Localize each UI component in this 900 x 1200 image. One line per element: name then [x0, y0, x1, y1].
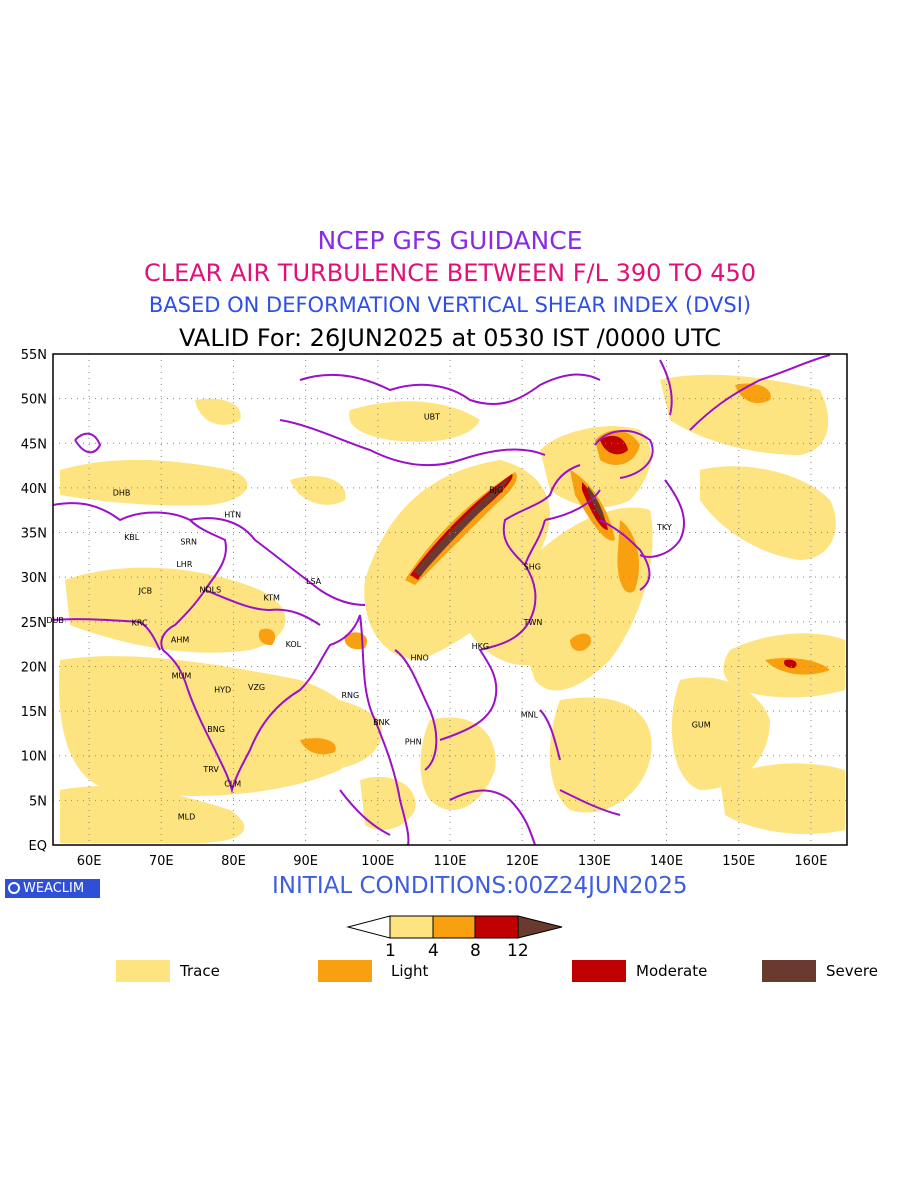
longitude-labels: 60E 70E 80E 90E 100E 110E 120E 130E 140E 150E 160E — [77, 854, 828, 869]
city-label-mnl: MNL — [521, 711, 539, 720]
lon-tick-label: 160E — [794, 854, 827, 869]
lat-tick-label: 30N — [21, 571, 47, 586]
turbulence-field — [59, 374, 845, 843]
city-label-ahm: AHM — [171, 636, 189, 645]
colorbar-lower-arrow — [346, 915, 391, 939]
city-label-hkg: HKG — [472, 642, 489, 651]
colorbar-tick-12: 12 — [507, 941, 529, 961]
city-label-ktm: KTM — [263, 594, 280, 603]
colorbar-tick-1: 1 — [385, 941, 396, 961]
legend-label-trace: Trace — [180, 962, 220, 980]
lat-tick-label: EQ — [29, 839, 47, 854]
lon-tick-label: 60E — [77, 854, 102, 869]
city-label-tky: TKY — [656, 523, 672, 532]
city-label-lsa: LSA — [306, 577, 322, 586]
colorbar-tick-4: 4 — [428, 941, 439, 961]
latitude-labels: 55N 50N 45N 40N 35N 30N 25N 20N 15N 10N 5N EQ — [21, 348, 47, 854]
lon-tick-label: 80E — [221, 854, 246, 869]
legend-label-light: Light — [391, 962, 429, 980]
colorbar-upper-arrow — [517, 915, 563, 939]
city-label-ubt: UBT — [424, 412, 440, 421]
legend-swatch-moderate — [572, 960, 626, 982]
city-label-phn: PHN — [405, 737, 422, 746]
city-label-lhr: LHR — [176, 560, 192, 569]
city-label-bnk: BNK — [373, 718, 390, 727]
lon-tick-label: 130E — [578, 854, 611, 869]
city-labels: UBT BJG DHB HTN KBL SRN TKY LHR SHG LSA JCB NDLS KTM… — [46, 412, 710, 821]
trace-regions — [59, 374, 845, 843]
city-label-gum: GUM — [692, 720, 711, 729]
city-label-vzg: VZG — [248, 683, 265, 692]
severe-regions — [414, 478, 605, 576]
lat-lon-grid — [53, 354, 847, 845]
initial-conditions: INITIAL CONDITIONS:00Z24JUN2025 — [272, 873, 688, 899]
colorbar-segment-light — [432, 915, 476, 939]
city-label-twn: TWN — [523, 618, 543, 627]
lon-tick-label: 140E — [650, 854, 683, 869]
city-label-mld: MLD — [178, 812, 196, 821]
lat-tick-label: 55N — [21, 348, 47, 363]
city-label-rng: RNG — [342, 691, 360, 700]
title-guidance: NCEP GFS GUIDANCE — [317, 226, 583, 255]
city-label-mum: MUM — [172, 671, 192, 680]
lon-tick-label: 120E — [506, 854, 539, 869]
city-label-bng: BNG — [207, 725, 225, 734]
lat-tick-label: 35N — [21, 527, 47, 542]
city-label-dub: DUB — [46, 616, 64, 625]
lon-tick-label: 90E — [293, 854, 318, 869]
city-label-htn: HTN — [224, 511, 241, 520]
legend-swatch-light — [318, 960, 372, 982]
lat-tick-label: 50N — [21, 393, 47, 408]
city-label-shg: SHG — [524, 562, 541, 571]
map-frame — [52, 353, 848, 846]
weaclim-logo-icon — [8, 882, 20, 894]
lat-tick-label: 40N — [21, 482, 47, 497]
lon-tick-label: 100E — [361, 854, 394, 869]
weaclim-badge: WEACLIM — [5, 879, 100, 898]
city-label-kbl: KBL — [124, 533, 140, 542]
lon-tick-label: 110E — [433, 854, 466, 869]
lat-tick-label: 15N — [21, 705, 47, 720]
legend-label-moderate: Moderate — [636, 962, 708, 980]
lat-tick-label: 20N — [21, 660, 47, 675]
colorbar-segment-moderate — [474, 915, 519, 939]
city-label-hyd: HYD — [214, 686, 231, 695]
coastlines-borders — [53, 354, 831, 845]
lat-tick-label: 10N — [21, 750, 47, 765]
city-label-kol: KOL — [286, 640, 302, 649]
lon-tick-label: 70E — [149, 854, 174, 869]
lat-tick-label: 5N — [29, 794, 47, 809]
legend-label-severe: Severe — [826, 962, 878, 980]
title-index: BASED ON DEFORMATION VERTICAL SHEAR INDE… — [148, 293, 752, 317]
colorbar — [346, 915, 563, 939]
city-label-hno: HNO — [411, 654, 429, 663]
legend-swatch-severe — [762, 960, 816, 982]
title-turbulence: CLEAR AIR TURBULENCE BETWEEN F/L 390 TO … — [143, 259, 757, 287]
city-label-clm: CLM — [224, 779, 241, 788]
title-valid-time: VALID For: 26JUN2025 at 0530 IST /0000 U… — [179, 324, 721, 352]
weaclim-text: WEACLIM — [23, 881, 85, 896]
city-label-dhb: DHB — [113, 488, 131, 497]
lat-tick-label: 25N — [21, 616, 47, 631]
colorbar-tick-8: 8 — [470, 941, 481, 961]
legend-swatch-trace — [116, 960, 170, 982]
lon-tick-label: 150E — [722, 854, 755, 869]
city-label-krc: KRC — [132, 619, 148, 628]
city-label-ndls: NDLS — [200, 586, 222, 595]
colorbar-segment-trace — [389, 915, 434, 939]
lat-tick-label: 45N — [21, 437, 47, 452]
city-label-bjg: BJG — [489, 486, 503, 495]
city-label-jcb: JCB — [138, 587, 152, 596]
city-label-trv: TRV — [202, 765, 219, 774]
city-label-srn: SRN — [180, 537, 197, 546]
